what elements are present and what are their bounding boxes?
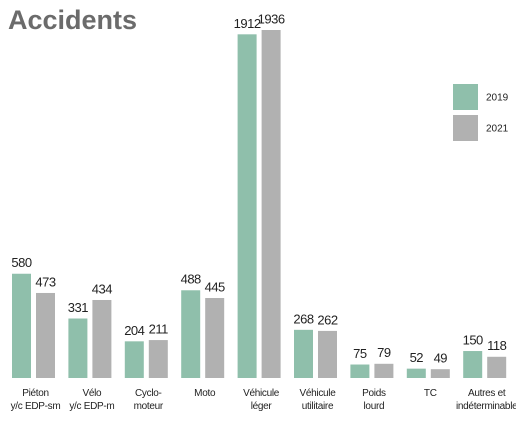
x-tick-label: Cyclo-moteur xyxy=(134,388,164,412)
value-label: 79 xyxy=(377,345,391,360)
value-label: 49 xyxy=(434,351,448,366)
legend-label: 2021 xyxy=(486,124,509,135)
x-tick-label: Piéton y/c EDP-sm xyxy=(11,388,61,412)
value-label: 488 xyxy=(181,272,201,287)
value-label: 1936 xyxy=(258,11,285,26)
x-tick-label: Moto xyxy=(194,388,216,399)
value-label: 473 xyxy=(35,274,55,289)
legend-swatch xyxy=(453,84,478,110)
bar xyxy=(350,364,370,378)
value-label: 331 xyxy=(68,300,88,315)
bar xyxy=(487,356,507,378)
bar xyxy=(294,329,313,378)
value-label: 52 xyxy=(410,350,424,365)
bar xyxy=(430,369,450,378)
chart-title: Accidents xyxy=(8,5,137,35)
bar xyxy=(12,273,31,378)
value-label: 434 xyxy=(92,281,112,296)
legend-swatch xyxy=(453,115,478,141)
x-tick-label: Poids lourd xyxy=(362,388,386,412)
bar xyxy=(148,340,168,378)
value-label: 268 xyxy=(293,311,313,326)
bar xyxy=(374,363,394,378)
bar xyxy=(261,30,281,378)
x-tick-label: Autres et indéterminable xyxy=(456,388,516,412)
value-label: 262 xyxy=(317,312,337,327)
bar xyxy=(92,299,112,378)
x-tick-label: Vélo y/c EDP-m xyxy=(69,388,114,412)
value-label: 445 xyxy=(205,279,225,294)
bar xyxy=(463,351,483,378)
bar xyxy=(124,341,144,378)
bar xyxy=(68,318,88,378)
value-label: 150 xyxy=(463,332,483,347)
x-tick-label: Véhicule léger xyxy=(243,388,280,412)
value-label: 580 xyxy=(11,255,31,270)
value-label: 204 xyxy=(124,323,144,338)
legend-label: 2019 xyxy=(486,93,509,104)
value-label: 118 xyxy=(487,338,506,353)
value-label: 211 xyxy=(149,322,168,337)
bar xyxy=(205,298,225,378)
bar xyxy=(36,292,55,378)
value-label: 75 xyxy=(353,346,367,361)
value-label: 1912 xyxy=(234,16,261,31)
x-tick-label: Véhicule utilitaire xyxy=(300,388,337,412)
bar xyxy=(406,368,426,378)
bar xyxy=(318,330,337,378)
x-tick-label: TC xyxy=(424,388,437,399)
bar xyxy=(181,290,201,378)
bar xyxy=(237,34,257,378)
